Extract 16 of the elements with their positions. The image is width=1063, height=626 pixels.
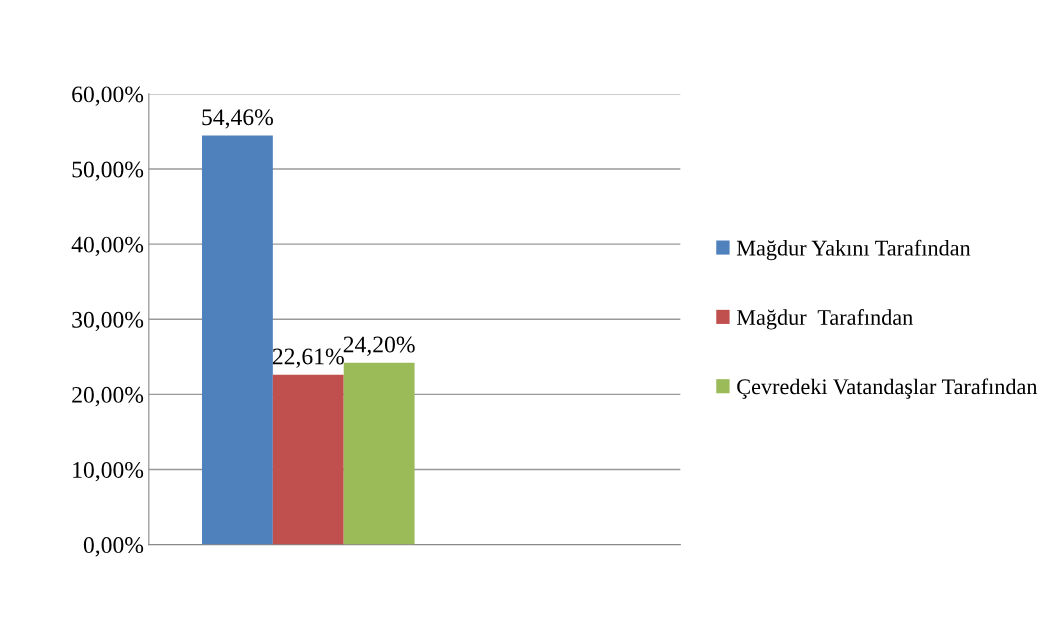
y-tick-label: 60,00% (72, 86, 144, 106)
y-tick-label: 50,00% (72, 161, 144, 181)
y-tick-label: 0,00% (83, 537, 144, 557)
bar (201, 135, 273, 545)
bar (272, 374, 344, 545)
y-tick-label: 20,00% (72, 386, 144, 407)
bar (343, 362, 415, 545)
y-tick-label: 40,00% (71, 236, 144, 256)
legend-label: Mağdur Tarafından (736, 309, 913, 330)
y-tick-label: 30,00% (72, 311, 144, 332)
data-label: 54,46% (202, 109, 273, 129)
y-tick-label: 10,00% (73, 461, 144, 482)
legend-label: Mağdur Yakını Tarafından (736, 239, 971, 261)
data-label: 22,61% (272, 348, 344, 368)
legend-label: Çevredeki Vatandaşlar Tarafından (737, 378, 1038, 399)
data-label: 24,20% (343, 336, 415, 356)
